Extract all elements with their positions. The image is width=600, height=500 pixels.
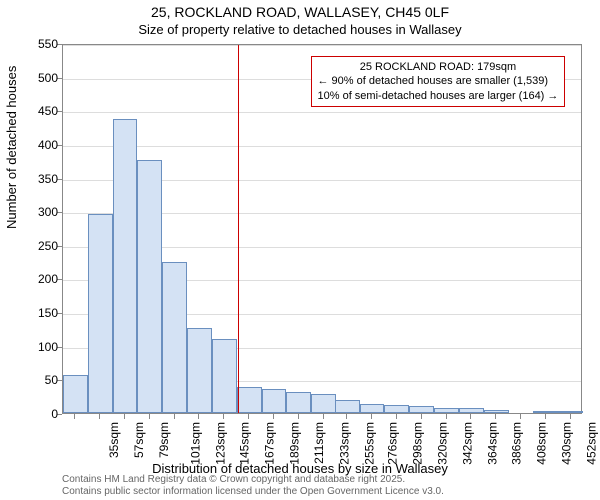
x-tick [248,414,249,419]
histogram-bar [212,339,237,413]
histogram-bar [360,404,385,413]
y-tick-label: 400 [8,138,58,152]
x-tick-label: 145sqm [238,422,252,465]
x-tick [495,414,496,419]
chart-subtitle: Size of property relative to detached ho… [0,22,600,37]
x-tick-label: 35sqm [107,422,121,458]
plot-area: 25 ROCKLAND ROAD: 179sqm← 90% of detache… [62,44,582,414]
y-tick-label: 300 [8,205,58,219]
x-tick-label: 255sqm [362,422,376,465]
x-tick [396,414,397,419]
histogram-bar [558,411,583,413]
x-tick [298,414,299,419]
x-tick [545,414,546,419]
y-tick-label: 0 [8,407,58,421]
histogram-bar [88,214,113,413]
x-tick-label: 123sqm [213,422,227,465]
histogram-bar [63,375,88,413]
histogram-bar [384,405,409,413]
gridline-h [63,146,581,147]
y-tick-label: 50 [8,373,58,387]
x-tick [223,414,224,419]
x-tick [74,414,75,419]
x-tick [421,414,422,419]
histogram-bar [187,328,212,413]
x-tick [323,414,324,419]
x-tick [470,414,471,419]
annotation-line: 10% of semi-detached houses are larger (… [318,89,559,103]
histogram-bar [533,411,558,413]
gridline-h [63,112,581,113]
x-tick-label: 189sqm [288,422,302,465]
annotation-line: ← 90% of detached houses are smaller (1,… [318,74,559,88]
y-tick-label: 500 [8,71,58,85]
x-tick-label: 386sqm [510,422,524,465]
x-tick-label: 79sqm [157,422,171,458]
footer-line1: Contains HM Land Registry data © Crown c… [62,474,444,486]
histogram-bar [237,387,262,413]
histogram-bar [262,389,287,413]
x-tick [124,414,125,419]
x-tick-label: 430sqm [560,422,574,465]
x-tick [371,414,372,419]
x-tick-label: 408sqm [535,422,549,465]
x-tick-label: 342sqm [460,422,474,465]
y-tick-label: 100 [8,340,58,354]
x-tick [198,414,199,419]
y-tick-label: 150 [8,306,58,320]
histogram-bar [484,410,509,413]
chart-title: 25, ROCKLAND ROAD, WALLASEY, CH45 0LF [0,4,600,20]
x-tick-label: 298sqm [411,422,425,465]
x-tick [273,414,274,419]
histogram-bar [434,408,459,413]
x-tick-label: 320sqm [436,422,450,465]
y-tick-label: 200 [8,272,58,286]
x-tick-label: 233sqm [337,422,351,465]
gridline-h [63,45,581,46]
histogram-bar [409,406,434,413]
histogram-bar [162,262,187,413]
x-tick [520,414,521,419]
histogram-bar [311,394,336,413]
histogram-bar [113,119,138,413]
x-tick-label: 101sqm [189,422,203,465]
footer-line2: Contains public sector information licen… [62,486,444,498]
reference-line [238,45,239,413]
x-tick-label: 57sqm [132,422,146,458]
histogram-bar [459,408,484,413]
x-tick [149,414,150,419]
x-tick-label: 452sqm [584,422,598,465]
x-tick [446,414,447,419]
x-tick [174,414,175,419]
x-tick [570,414,571,419]
y-tick-label: 250 [8,239,58,253]
footer-attribution: Contains HM Land Registry data © Crown c… [62,474,444,498]
annotation-box: 25 ROCKLAND ROAD: 179sqm← 90% of detache… [311,56,566,107]
histogram-bar [335,400,360,413]
y-tick-label: 550 [8,37,58,51]
x-tick [346,414,347,419]
histogram-bar [137,160,162,413]
annotation-line: 25 ROCKLAND ROAD: 179sqm [318,60,559,74]
chart-container: 25, ROCKLAND ROAD, WALLASEY, CH45 0LF Si… [0,0,600,500]
x-tick-label: 364sqm [485,422,499,465]
y-tick-label: 350 [8,172,58,186]
histogram-bar [286,392,311,413]
x-tick-label: 211sqm [312,422,326,464]
x-tick [99,414,100,419]
x-tick-label: 276sqm [386,422,400,465]
x-tick-label: 167sqm [263,422,277,465]
y-tick-label: 450 [8,104,58,118]
